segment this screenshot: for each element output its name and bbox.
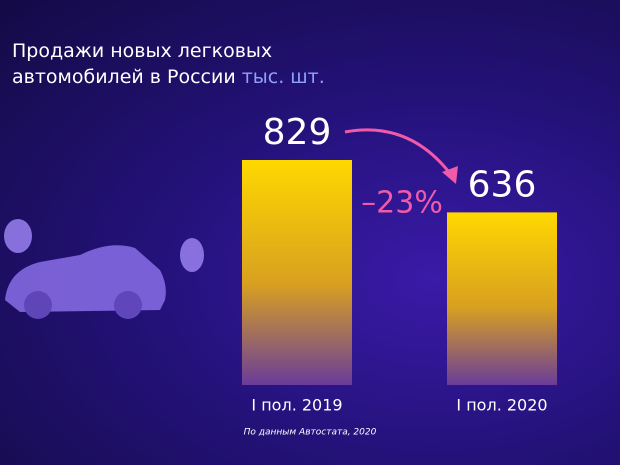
unit: тыс. шт. — [241, 66, 325, 88]
x-tick-label: I пол. 2020 — [456, 396, 547, 415]
source: По данным Автостата, 2020 — [244, 428, 377, 438]
change-annotation: –23% — [361, 186, 443, 221]
car-wheel — [114, 291, 142, 319]
tire — [4, 219, 32, 253]
car-illustration — [4, 219, 204, 319]
bar — [242, 160, 352, 385]
change-arrow — [344, 128, 454, 177]
tire — [180, 238, 204, 272]
value-label: 829 — [263, 112, 332, 153]
arrow-head — [442, 166, 458, 184]
car-wheel — [24, 291, 52, 319]
chart-title: Продажи новых легковых автомобилей в Рос… — [12, 40, 273, 88]
value-label: 636 — [468, 164, 537, 205]
x-tick-label: I пол. 2019 — [251, 396, 342, 415]
bar — [447, 212, 557, 385]
title-block: Продажи новых легковых автомобилей в Рос… — [12, 38, 392, 90]
